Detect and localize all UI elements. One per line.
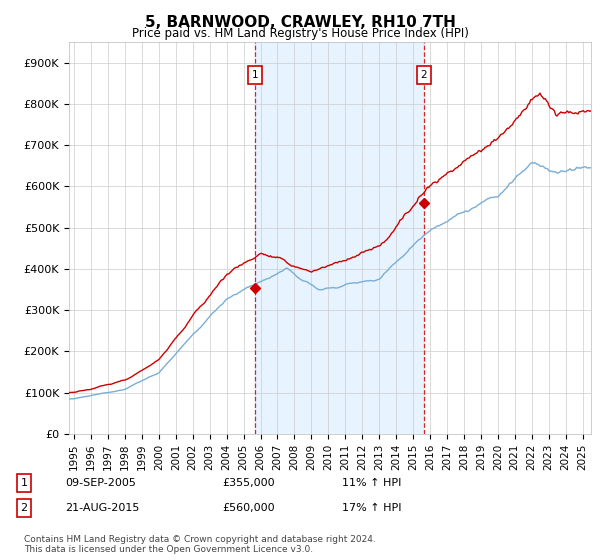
Text: 1: 1 bbox=[252, 70, 259, 80]
Text: 11% ↑ HPI: 11% ↑ HPI bbox=[342, 478, 401, 488]
Text: 09-SEP-2005: 09-SEP-2005 bbox=[65, 478, 136, 488]
Text: 17% ↑ HPI: 17% ↑ HPI bbox=[342, 503, 401, 513]
Bar bbox=[255, 42, 424, 434]
Text: 1: 1 bbox=[20, 478, 28, 488]
Text: 2: 2 bbox=[20, 503, 28, 513]
Text: 5, BARNWOOD, CRAWLEY, RH10 7TH: 5, BARNWOOD, CRAWLEY, RH10 7TH bbox=[145, 15, 455, 30]
Text: 21-AUG-2015: 21-AUG-2015 bbox=[65, 503, 139, 513]
Text: Price paid vs. HM Land Registry's House Price Index (HPI): Price paid vs. HM Land Registry's House … bbox=[131, 27, 469, 40]
Text: £560,000: £560,000 bbox=[222, 503, 275, 513]
Text: £355,000: £355,000 bbox=[222, 478, 275, 488]
Text: 2: 2 bbox=[421, 70, 427, 80]
Text: Contains HM Land Registry data © Crown copyright and database right 2024.
This d: Contains HM Land Registry data © Crown c… bbox=[24, 535, 376, 554]
